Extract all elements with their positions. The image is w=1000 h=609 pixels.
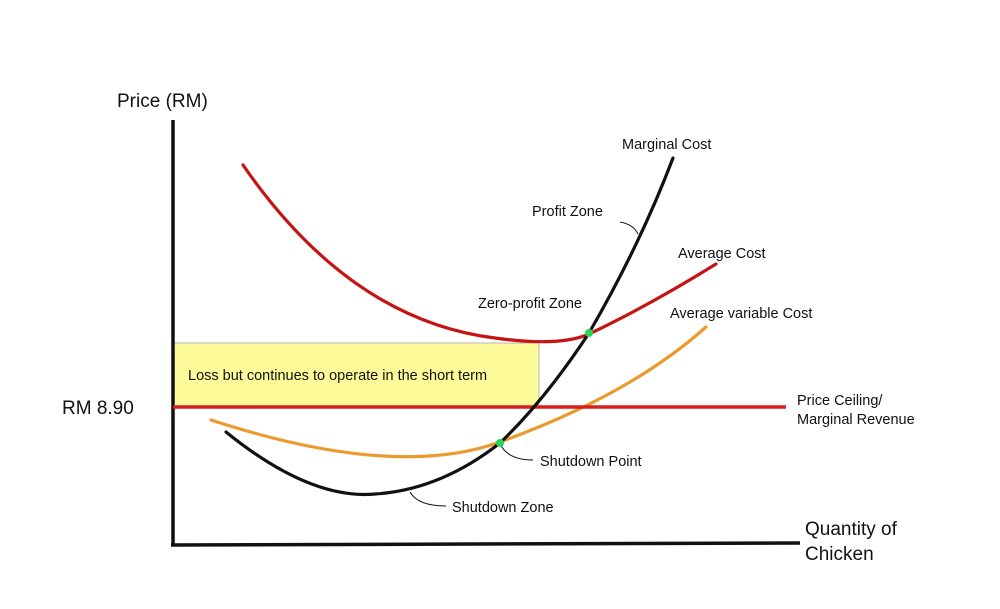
price-ceiling-label-line2: Marginal Revenue xyxy=(797,412,915,428)
shutdown-point-leader xyxy=(499,443,534,461)
shutdown-point-marker xyxy=(496,439,504,447)
average-cost-curve xyxy=(241,163,718,344)
zero-profit-point xyxy=(585,329,593,337)
shutdown-zone-label: Shutdown Zone xyxy=(452,500,554,516)
shutdown-point-label: Shutdown Point xyxy=(540,454,642,470)
x-axis-label-line2: Chicken xyxy=(805,544,874,565)
x-axis xyxy=(170,541,801,547)
average-variable-cost-label: Average variable Cost xyxy=(670,306,812,322)
profit-zone-label: Profit Zone xyxy=(532,204,603,220)
zero-profit-zone-label: Zero-profit Zone xyxy=(478,296,582,312)
loss-box xyxy=(172,342,540,408)
marginal-cost-label: Marginal Cost xyxy=(622,137,711,153)
profit-zone-leader xyxy=(619,221,639,235)
loss-box-label: Loss but continues to operate in the sho… xyxy=(188,368,487,384)
y-axis-label: Price (RM) xyxy=(117,91,208,112)
price-tick-label: RM 8.90 xyxy=(62,398,134,419)
price-ceiling-label-line1: Price Ceiling/ xyxy=(797,393,883,409)
average-cost-label: Average Cost xyxy=(678,246,766,262)
x-axis-label-line1: Quantity of xyxy=(805,519,898,540)
shutdown-zone-leader xyxy=(409,491,447,507)
